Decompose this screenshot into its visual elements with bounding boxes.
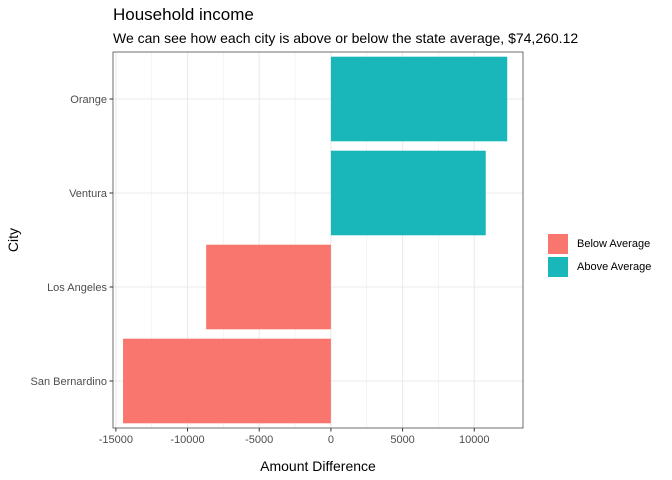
x-tick-label: -10000: [170, 434, 204, 446]
legend-item-below: Below Average: [548, 232, 651, 255]
bar-los-angeles: [206, 244, 331, 330]
bar-san-bernardino: [123, 338, 331, 424]
panel-border: [112, 51, 524, 429]
legend: Below Average Above Average: [548, 232, 651, 278]
chart-title: Household income: [113, 5, 254, 24]
bars: [123, 56, 508, 424]
y-tick-label: San Bernardino: [31, 376, 107, 388]
legend-label-below: Below Average: [577, 237, 651, 250]
x-tick-label: 5000: [390, 434, 414, 446]
bar-ventura: [330, 150, 486, 236]
bar-orange: [330, 56, 508, 142]
legend-label-above: Above Average: [577, 260, 652, 273]
y-tick-label: Orange: [70, 94, 107, 106]
chart-subtitle: We can see how each city is above or bel…: [113, 30, 579, 46]
axes: -15000 -10000 -5000 0 5000 10000 San Bernardin…: [31, 94, 490, 446]
y-axis-title: City: [5, 228, 21, 252]
y-tick-label: Ventura: [69, 188, 108, 200]
x-tick-label: -15000: [99, 434, 133, 446]
y-tick-label: Los Angeles: [47, 282, 107, 294]
x-tick-label: -5000: [245, 434, 273, 446]
x-tick-label: 0: [328, 434, 334, 446]
x-tick-label: 10000: [459, 434, 490, 446]
x-axis-title: Amount Difference: [260, 458, 376, 474]
legend-item-above: Above Average: [548, 255, 651, 278]
legend-key-below: [548, 233, 568, 254]
legend-key-above: [548, 256, 568, 277]
